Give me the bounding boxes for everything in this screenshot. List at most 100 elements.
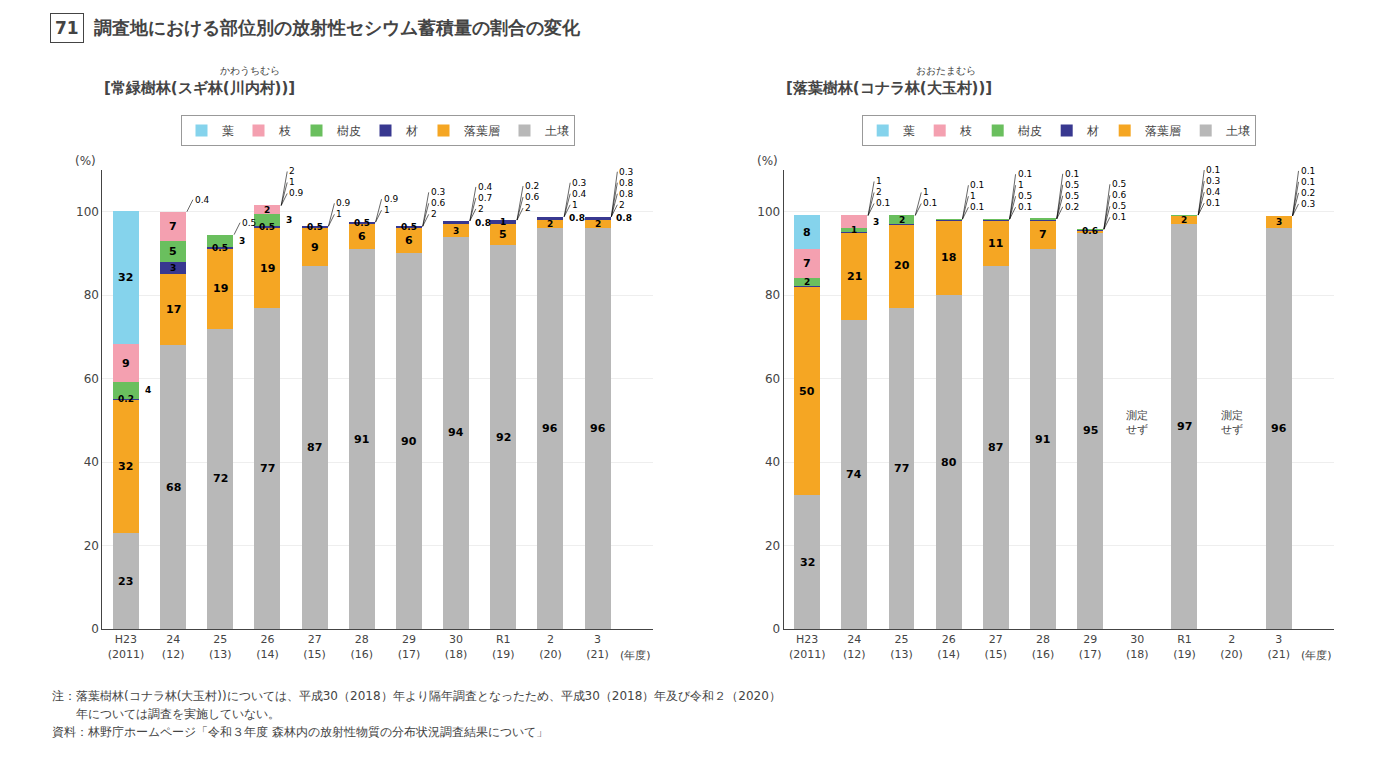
svg-text:(年度): (年度)	[1301, 649, 1332, 662]
svg-text:2: 2	[876, 187, 882, 197]
svg-text:72: 72	[213, 472, 228, 485]
svg-text:H23(2011): H23(2011)	[108, 633, 145, 660]
svg-text:68: 68	[166, 481, 181, 494]
svg-text:2: 2	[431, 209, 437, 219]
svg-text:(%): (%)	[757, 154, 778, 168]
svg-text:0.2: 0.2	[525, 181, 539, 191]
svg-text:26(14): 26(14)	[937, 633, 960, 660]
svg-text:0.6: 0.6	[1082, 226, 1098, 236]
svg-text:0.3: 0.3	[619, 167, 633, 177]
svg-text:2: 2	[595, 219, 601, 229]
svg-text:18: 18	[941, 251, 956, 264]
svg-text:80: 80	[765, 288, 780, 302]
svg-text:28(16): 28(16)	[350, 633, 373, 660]
svg-text:0.1: 0.1	[970, 180, 984, 190]
svg-text:0.5: 0.5	[1018, 191, 1032, 201]
svg-text:7: 7	[1039, 228, 1047, 241]
svg-text:32: 32	[118, 271, 133, 284]
svg-text:0.2: 0.2	[1065, 202, 1079, 212]
svg-text:H23(2011): H23(2011)	[789, 633, 826, 660]
svg-text:21: 21	[847, 270, 862, 283]
svg-text:2: 2	[1181, 215, 1187, 225]
svg-text:87: 87	[988, 441, 1003, 454]
svg-text:0.5: 0.5	[259, 222, 275, 232]
svg-text:9: 9	[122, 357, 130, 370]
svg-text:樹皮: 樹皮	[1018, 124, 1042, 138]
svg-text:0.5: 0.5	[307, 222, 323, 232]
svg-text:0.9: 0.9	[384, 194, 399, 204]
svg-text:0.1: 0.1	[1206, 165, 1220, 175]
svg-text:0.8: 0.8	[475, 218, 491, 228]
svg-text:94: 94	[448, 426, 464, 439]
svg-text:6: 6	[358, 230, 366, 243]
svg-text:8: 8	[803, 226, 811, 239]
svg-text:0.5: 0.5	[1112, 201, 1126, 211]
svg-text:91: 91	[354, 433, 369, 446]
svg-text:葉: 葉	[222, 124, 234, 138]
svg-text:1: 1	[500, 217, 506, 227]
svg-text:材: 材	[1086, 124, 1099, 138]
svg-text:7: 7	[169, 220, 177, 233]
svg-text:2: 2	[899, 215, 905, 225]
svg-text:5: 5	[169, 245, 177, 258]
svg-text:3: 3	[286, 215, 292, 225]
svg-text:96: 96	[590, 422, 606, 435]
svg-text:80: 80	[941, 456, 957, 469]
svg-text:1: 1	[923, 187, 929, 197]
svg-text:0: 0	[773, 622, 781, 636]
svg-text:0.1: 0.1	[1112, 212, 1126, 222]
svg-text:0.3: 0.3	[1206, 176, 1220, 186]
svg-text:0.9: 0.9	[289, 188, 304, 198]
svg-text:1: 1	[289, 177, 295, 187]
svg-text:100: 100	[757, 205, 780, 219]
svg-text:1: 1	[851, 225, 857, 235]
svg-text:0.1: 0.1	[1206, 198, 1220, 208]
svg-text:0.5: 0.5	[212, 243, 228, 253]
svg-text:0.8: 0.8	[569, 213, 585, 223]
svg-text:0.1: 0.1	[1018, 202, 1032, 212]
svg-text:(年度): (年度)	[620, 649, 651, 662]
svg-text:100: 100	[76, 205, 99, 219]
svg-text:材: 材	[405, 124, 418, 138]
svg-text:20: 20	[84, 539, 99, 553]
svg-text:2: 2	[264, 205, 270, 215]
svg-text:0.9: 0.9	[336, 198, 351, 208]
svg-text:0.1: 0.1	[923, 198, 937, 208]
svg-text:19: 19	[213, 282, 228, 295]
svg-text:0.1: 0.1	[1018, 169, 1032, 179]
svg-text:0.5: 0.5	[354, 218, 370, 228]
svg-text:71: 71	[55, 18, 79, 38]
svg-text:26(14): 26(14)	[256, 633, 279, 660]
svg-text:96: 96	[1271, 422, 1287, 435]
svg-text:96: 96	[542, 422, 558, 435]
svg-text:1: 1	[1018, 180, 1024, 190]
svg-text:77: 77	[260, 462, 275, 475]
svg-text:0.3: 0.3	[431, 187, 445, 197]
svg-text:0.1: 0.1	[970, 202, 984, 212]
svg-text:土壌: 土壌	[545, 124, 569, 138]
svg-text:0.2: 0.2	[1301, 188, 1315, 198]
svg-text:0.5: 0.5	[242, 218, 256, 228]
svg-text:R1(19): R1(19)	[492, 633, 515, 660]
svg-text:3: 3	[453, 226, 459, 236]
svg-text:29(17): 29(17)	[398, 633, 421, 660]
svg-text:0.8: 0.8	[619, 178, 634, 188]
svg-text:R1(19): R1(19)	[1173, 633, 1196, 660]
svg-text:0.5: 0.5	[1065, 180, 1079, 190]
svg-text:(%): (%)	[75, 154, 96, 168]
svg-text:0.1: 0.1	[876, 198, 890, 208]
svg-text:40: 40	[84, 455, 99, 469]
svg-text:0.6: 0.6	[431, 198, 446, 208]
svg-text:19: 19	[260, 262, 275, 275]
svg-text:4: 4	[145, 385, 151, 395]
svg-text:2: 2	[525, 203, 531, 213]
svg-text:20: 20	[894, 259, 910, 272]
svg-text:樹皮: 樹皮	[337, 124, 361, 138]
svg-text:95: 95	[1083, 424, 1098, 437]
svg-text:葉: 葉	[903, 124, 915, 138]
svg-text:20: 20	[765, 539, 780, 553]
svg-text:3: 3	[170, 263, 176, 273]
svg-text:74: 74	[846, 468, 862, 481]
svg-text:0: 0	[91, 622, 99, 636]
svg-text:0.4: 0.4	[195, 195, 210, 205]
